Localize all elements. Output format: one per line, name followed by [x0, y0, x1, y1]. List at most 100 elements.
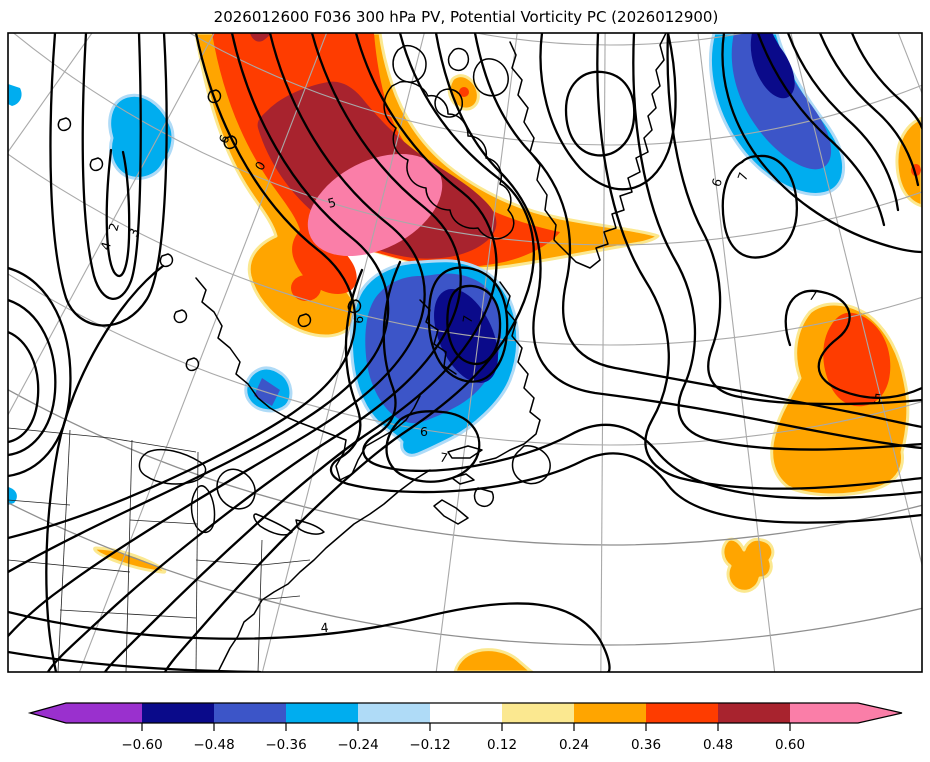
coastline	[392, 44, 427, 83]
graticule-parallel	[13, 33, 922, 246]
colorbar-tick-label: −0.36	[265, 737, 306, 753]
coastline-layer	[57, 33, 667, 672]
contour-label: 4	[97, 240, 114, 252]
coastline	[473, 487, 494, 508]
coastline	[297, 313, 312, 328]
pv-contour	[163, 33, 535, 672]
graticule-parallel	[8, 273, 922, 446]
colorbar-tick-label: 0.12	[487, 737, 517, 753]
pv-contour	[8, 33, 426, 638]
chart-title: 2026012600 F036 300 hPa PV, Potential Vo…	[214, 8, 719, 26]
graticule-meridian	[8, 33, 215, 416]
pv-contour	[81, 33, 142, 300]
coastline	[223, 135, 238, 150]
pv-contour	[8, 33, 357, 540]
pv-contour	[818, 33, 920, 187]
pv-contour	[539, 33, 677, 191]
colorbar-segment	[718, 703, 790, 723]
pv-contour	[103, 33, 498, 672]
pv-contour	[473, 33, 922, 429]
coastline	[173, 309, 188, 324]
state-border	[257, 595, 301, 601]
pv-contour	[8, 298, 57, 457]
pv-contour	[756, 33, 886, 227]
shaded-region-pos-greenland-red-dot	[459, 87, 469, 97]
pv-contour	[564, 70, 636, 157]
pv-contour	[46, 33, 462, 672]
contour-label: 7	[439, 449, 449, 465]
coastline	[295, 519, 325, 535]
contour-label: 5	[326, 194, 338, 211]
pv-contour	[666, 33, 922, 406]
colorbar-segment	[646, 703, 718, 723]
pv-contour	[721, 33, 922, 254]
coastline	[138, 448, 207, 485]
shaded-region-pos-band-maroon-top-sliver	[250, 33, 270, 42]
coastline	[447, 47, 470, 72]
colorbar-tick-label: −0.24	[337, 737, 378, 753]
pv-contour	[632, 33, 922, 451]
map-frame	[7, 32, 923, 673]
state-border	[195, 451, 199, 672]
graticule-meridian	[697, 33, 776, 672]
state-border	[261, 559, 311, 566]
pv-contour	[596, 33, 922, 490]
coastline	[479, 281, 541, 463]
colorbar-segment	[214, 703, 286, 723]
pv-contour	[427, 266, 509, 383]
colorbar-segment	[142, 703, 214, 723]
coastline	[447, 445, 483, 459]
pv-contour	[8, 266, 72, 478]
colorbar-tick-label: 0.24	[559, 737, 589, 753]
colorbar-segment	[502, 703, 574, 723]
colorbar-segment	[286, 703, 358, 723]
coastline	[451, 473, 475, 485]
colorbar-tick-label: −0.12	[409, 737, 450, 753]
colorbar: −0.60 −0.48 −0.36 −0.24 −0.12 0.12 0.24 0.36 0.4…	[27, 702, 903, 753]
graticule-parallel	[8, 388, 922, 546]
pv-contour	[850, 33, 922, 130]
state-border	[195, 559, 263, 566]
graticule-meridian	[897, 33, 922, 95]
pv-contour	[434, 33, 922, 450]
colorbar-tick-label: −0.60	[121, 737, 162, 753]
coastline	[433, 499, 469, 525]
contour-label: 4	[320, 620, 329, 636]
colorbar-segment	[430, 703, 502, 723]
pv-contour	[446, 284, 502, 366]
graticule-parallel	[8, 501, 922, 646]
pv-contour	[8, 330, 40, 444]
coastline	[89, 157, 104, 172]
shaded-anomaly-layer	[8, 33, 922, 672]
colorbar-tick-label: 0.60	[775, 737, 805, 753]
state-border	[8, 499, 71, 506]
coastline	[434, 88, 463, 118]
state-border	[57, 429, 71, 672]
shaded-region-pos-bottomedge-orange	[453, 648, 534, 672]
contour-label: 6	[351, 315, 367, 324]
shaded-region-pos-rightedge-orange	[895, 116, 922, 208]
colorbar-segment	[574, 703, 646, 723]
coastline	[217, 469, 431, 672]
graticule-meridian	[435, 33, 518, 672]
colorbar-tick-label: −0.48	[193, 737, 234, 753]
pv-contour	[49, 33, 168, 327]
colorbar-tick-label: 0.36	[631, 737, 661, 753]
coastline	[159, 253, 174, 268]
coastline	[185, 357, 200, 372]
graticule-parallel	[188, 33, 922, 146]
shaded-region-pos-lobe-red-spot	[291, 275, 321, 301]
coastline	[195, 277, 421, 481]
pv-contour	[786, 33, 900, 212]
pv-contour	[385, 410, 481, 483]
pv-contour	[105, 148, 131, 278]
coastline	[253, 513, 293, 536]
pv-contour	[8, 602, 611, 672]
coastline	[383, 80, 515, 240]
contour-label: 6	[420, 424, 428, 439]
state-border	[59, 609, 197, 619]
graticule-meridian	[600, 33, 606, 672]
pv-contour	[45, 264, 165, 672]
coastline	[509, 33, 667, 269]
